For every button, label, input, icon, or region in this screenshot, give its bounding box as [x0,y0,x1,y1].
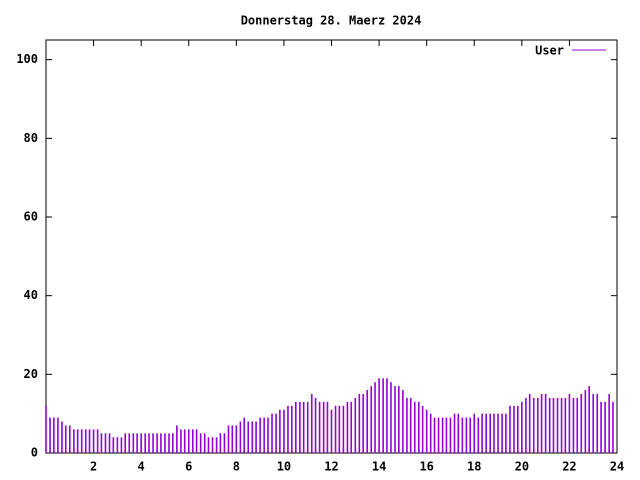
y-tick-label: 40 [24,288,38,302]
x-tick-label: 12 [324,460,338,474]
x-tick-label: 6 [185,460,192,474]
x-tick-label: 4 [138,460,145,474]
x-tick-label: 14 [372,460,386,474]
y-tick-label: 100 [16,52,38,66]
x-tick-label: 22 [562,460,576,474]
x-tick-label: 10 [277,460,291,474]
x-tick-label: 16 [419,460,433,474]
legend-label: User [535,44,564,58]
y-tick-label: 20 [24,367,38,381]
x-tick-label: 2 [90,460,97,474]
x-tick-label: 8 [233,460,240,474]
chart-title: Donnerstag 28. Maerz 2024 [241,14,422,28]
y-tick-label: 60 [24,210,38,224]
x-tick-label: 24 [610,460,624,474]
x-tick-label: 20 [515,460,529,474]
y-tick-label: 0 [31,446,38,460]
x-tick-label: 18 [467,460,481,474]
y-tick-label: 80 [24,131,38,145]
